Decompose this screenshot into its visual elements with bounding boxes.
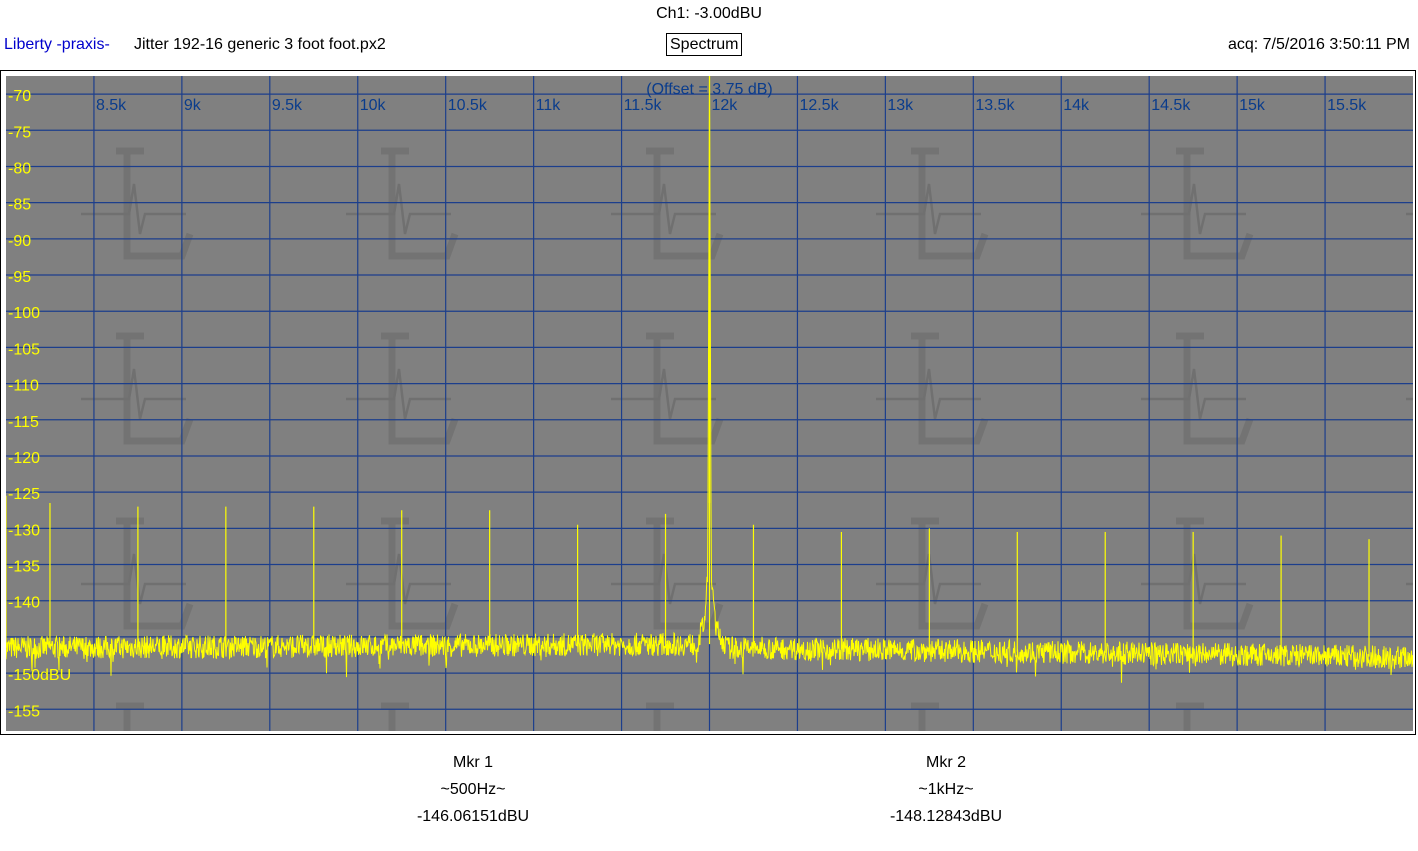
x-tick-label: 11.5k <box>624 97 663 114</box>
marker-1-title: Mkr 1 <box>453 754 493 771</box>
watermark-logo-icon <box>876 147 989 260</box>
watermark-logo-icon <box>911 702 939 731</box>
x-tick-label: 13k <box>887 97 914 114</box>
y-tick-label: -115 <box>8 414 39 431</box>
marker-2-readout: Mkr 2 ~1kHz~ -148.12843dBU <box>826 753 1066 834</box>
watermark-logo-icon <box>1176 702 1204 731</box>
x-tick-label: 9.5k <box>272 97 303 114</box>
y-tick-label: -75 <box>8 124 31 141</box>
x-tick-label: 10.5k <box>448 97 488 114</box>
y-tick-label: -85 <box>8 197 31 214</box>
watermark-logo-icon <box>346 332 459 445</box>
x-tick-label: 10k <box>360 97 387 114</box>
watermark-logo-icon <box>81 517 194 630</box>
watermark-logo-icon <box>381 702 409 731</box>
x-tick-label: 14k <box>1063 97 1090 114</box>
acquisition-timestamp: acq: 7/5/2016 3:50:11 PM <box>1227 36 1410 53</box>
watermark-logo-icon <box>611 147 724 260</box>
watermark-logo-icon <box>81 332 194 445</box>
channel-label: Ch1: -3.00dBU <box>656 5 762 22</box>
y-tick-label: -150dBU <box>8 667 71 684</box>
watermark-logo-icon <box>1141 332 1254 445</box>
watermark-logo-icon <box>116 702 144 731</box>
y-tick-label: -80 <box>8 160 31 177</box>
y-tick-label: -130 <box>8 522 40 539</box>
x-tick-label: 8.5k <box>96 97 127 114</box>
y-tick-label: -155 <box>8 703 40 720</box>
spectrum-mode-button[interactable]: Spectrum <box>666 33 743 56</box>
marker-2-level: -148.12843dBU <box>889 808 1003 825</box>
marker-1-level: -146.06151dBU <box>416 808 530 825</box>
y-tick-label: -140 <box>8 595 40 612</box>
x-tick-label: 13.5k <box>975 97 1015 114</box>
y-tick-label: -135 <box>8 559 40 576</box>
x-tick-label: 11k <box>536 97 562 114</box>
watermark-logo-icon <box>611 517 724 630</box>
x-tick-label: 12.5k <box>799 97 839 114</box>
x-tick-label: 15k <box>1239 97 1266 114</box>
y-tick-label: -105 <box>8 341 40 358</box>
x-tick-label: 12k <box>712 97 739 114</box>
x-tick-label: 15.5k <box>1327 97 1367 114</box>
y-tick-label: -70 <box>8 88 31 105</box>
y-tick-label: -95 <box>8 269 31 286</box>
watermark-logo-icon <box>1141 517 1254 630</box>
marker-1-readout: Mkr 1 ~500Hz~ -146.06151dBU <box>353 753 593 834</box>
marker-1-frequency: ~500Hz~ <box>440 781 506 798</box>
y-tick-label: -125 <box>8 486 40 503</box>
offset-annotation: (Offset = 3.75 dB) <box>646 81 772 98</box>
y-tick-label: -120 <box>8 450 40 467</box>
y-tick-label: -100 <box>8 305 40 322</box>
y-tick-label: -90 <box>8 233 31 250</box>
marker-2-title: Mkr 2 <box>926 754 966 771</box>
brand-name: Liberty -praxis- <box>4 36 110 53</box>
file-name: Jitter 192-16 generic 3 foot foot.px2 <box>134 36 386 53</box>
watermark-logo-icon <box>876 517 989 630</box>
spectrum-trace <box>6 76 1413 683</box>
x-tick-label: 9k <box>184 97 202 114</box>
watermark-logo-icon <box>81 147 194 260</box>
watermark-logo-icon <box>346 147 459 260</box>
watermark-logo-icon <box>876 332 989 445</box>
y-tick-label: -110 <box>8 378 39 395</box>
watermark-logo-icon <box>611 332 724 445</box>
x-tick-label: 14.5k <box>1151 97 1191 114</box>
spectrum-plot[interactable]: 8.5k 9k 9.5k 10k 10.5k 11k 11.5k 12k 12.5k 13k 13.… <box>6 76 1413 731</box>
watermark-logo-icon <box>1141 147 1254 260</box>
watermark-logo-icon <box>646 702 674 731</box>
marker-2-frequency: ~1kHz~ <box>918 781 974 798</box>
